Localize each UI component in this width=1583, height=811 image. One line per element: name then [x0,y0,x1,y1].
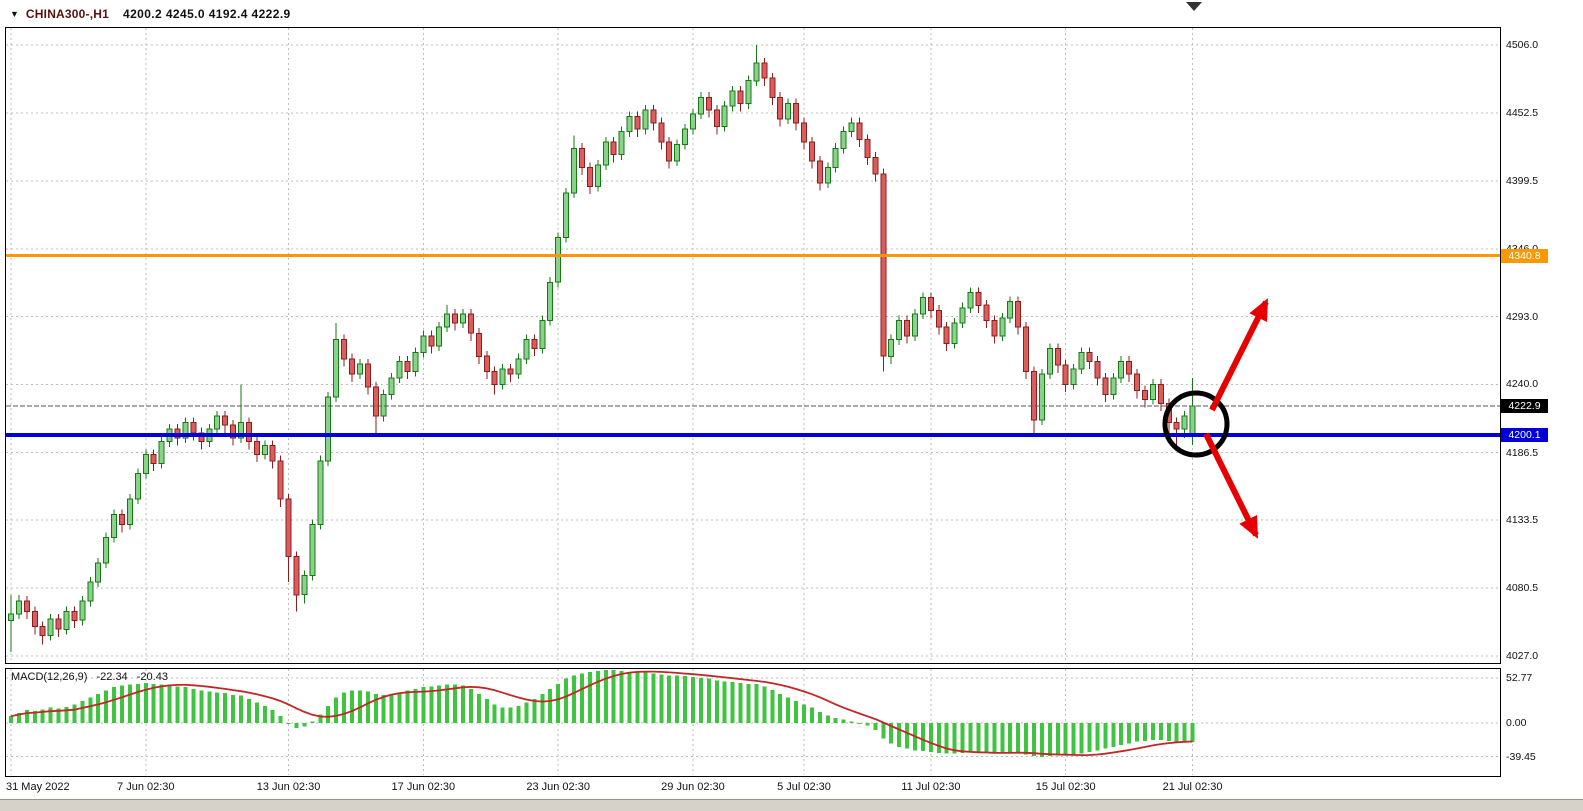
annotation-arrow-up[interactable] [1209,298,1269,412]
price-pane[interactable] [5,27,1501,664]
annotation-circle[interactable] [1162,390,1230,458]
macd-signal-line [10,670,1193,757]
window-bottom-bar [0,799,1583,811]
collapse-triangle-icon[interactable]: ▼ [10,8,19,19]
chart-shift-marker-icon[interactable] [1186,2,1202,11]
symbol-period-label: CHINA300-,H1 [25,6,110,21]
macd-histogram [9,670,1195,758]
chart-header: ▼ CHINA300-,H1 4200.2 4245.0 4192.4 4222… [0,0,1583,27]
annotation-arrow-down[interactable] [1203,432,1259,539]
ohlc-values: 4200.2 4245.0 4192.4 4222.9 [123,6,291,21]
candlestick-series-bull [8,45,1196,653]
candlestick-series-bear [23,57,1180,645]
